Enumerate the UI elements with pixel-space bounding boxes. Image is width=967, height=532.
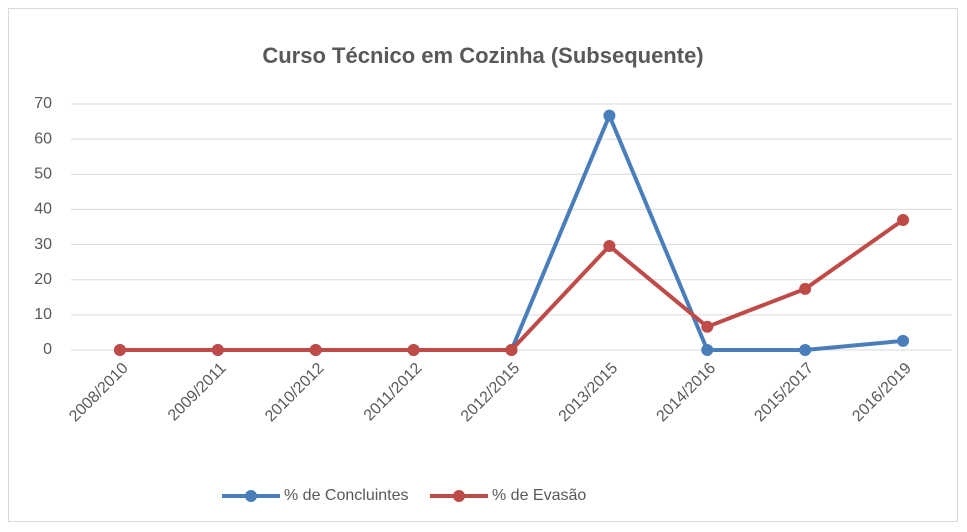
data-point bbox=[603, 239, 616, 252]
y-tick-label: 60 bbox=[34, 130, 52, 147]
y-tick-label: 40 bbox=[34, 201, 52, 218]
legend-marker bbox=[453, 490, 465, 502]
data-point bbox=[799, 282, 812, 295]
y-tick-label: 50 bbox=[34, 166, 52, 183]
y-tick-label: 20 bbox=[34, 271, 52, 288]
data-point bbox=[211, 344, 224, 356]
data-point bbox=[897, 334, 910, 347]
y-tick-label: 10 bbox=[34, 306, 52, 323]
chart-title: Curso Técnico em Cozinha (Subsequente) bbox=[262, 43, 703, 68]
data-point bbox=[701, 320, 714, 333]
legend-label: % de Evasão bbox=[492, 487, 586, 504]
y-tick-label: 70 bbox=[34, 95, 52, 112]
legend-label: % de Concluintes bbox=[284, 487, 409, 504]
data-point bbox=[897, 213, 910, 226]
data-point bbox=[799, 344, 812, 356]
y-tick-label: 30 bbox=[34, 236, 52, 253]
data-point bbox=[113, 344, 126, 356]
data-point bbox=[603, 109, 616, 122]
chart-border bbox=[8, 8, 958, 522]
y-tick-label: 0 bbox=[43, 341, 52, 358]
legend-marker bbox=[245, 490, 257, 502]
data-point bbox=[407, 344, 420, 356]
data-point bbox=[701, 344, 714, 356]
data-point bbox=[505, 344, 518, 356]
data-point bbox=[309, 344, 322, 356]
